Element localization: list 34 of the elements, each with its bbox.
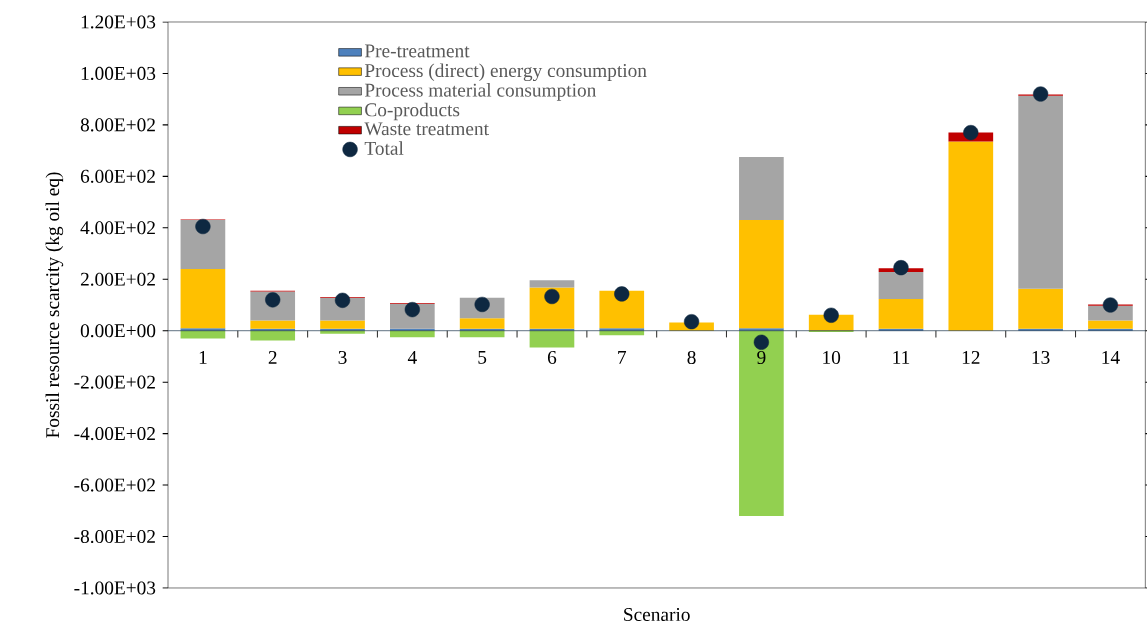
y-tick-label: -4.00E+02 xyxy=(74,427,155,441)
x-tick-label: 9 xyxy=(757,350,766,364)
y-tick-label: 4.00E+02 xyxy=(80,221,155,235)
x-tick-label: 14 xyxy=(1102,350,1120,364)
x-tick-label: 10 xyxy=(823,350,841,365)
legend-label: Waste treatment xyxy=(364,122,489,136)
y-axis-title: Fossil resource scarcity (kg oil eq) xyxy=(45,172,64,438)
y-tick-label: 8.00E+02 xyxy=(80,118,155,132)
x-tick-label: 3 xyxy=(338,350,347,364)
legend-label: Process (direct) energy consumption xyxy=(364,63,647,82)
x-axis-title: Scenario xyxy=(624,608,690,622)
y-tick-label: 6.00E+02 xyxy=(80,169,155,183)
y-tick-label: -8.00E+02 xyxy=(74,529,155,544)
y-tick-label: 2.00E+02 xyxy=(80,272,155,286)
y-tick-label: -1.00E+03 xyxy=(74,581,156,595)
y-tick-label: -6.00E+02 xyxy=(74,478,155,492)
x-tick-label: 4 xyxy=(407,350,417,364)
y-tick-label: 1.20E+03 xyxy=(81,15,156,29)
x-tick-label: 7 xyxy=(618,350,627,364)
x-tick-label: 6 xyxy=(547,350,557,364)
x-tick-label: 13 xyxy=(1032,350,1050,364)
y-tick-label: -2.00E+02 xyxy=(74,375,155,389)
x-tick-label: 2 xyxy=(268,350,277,364)
legend-label: Process material consumption xyxy=(364,83,597,101)
x-tick-label: 1 xyxy=(199,350,207,364)
legend-label: Total xyxy=(364,141,404,155)
legend-label: Pre-treatment xyxy=(364,44,470,58)
x-tick-label: 8 xyxy=(687,350,696,365)
x-tick-label: 5 xyxy=(478,350,487,364)
x-tick-label: 12 xyxy=(962,350,980,364)
legend-label: Co-products xyxy=(365,102,460,121)
x-tick-label: 11 xyxy=(893,350,910,364)
y-tick-label: 0.00E+00 xyxy=(80,324,156,338)
y-tick-label: 1.00E+03 xyxy=(81,66,156,81)
